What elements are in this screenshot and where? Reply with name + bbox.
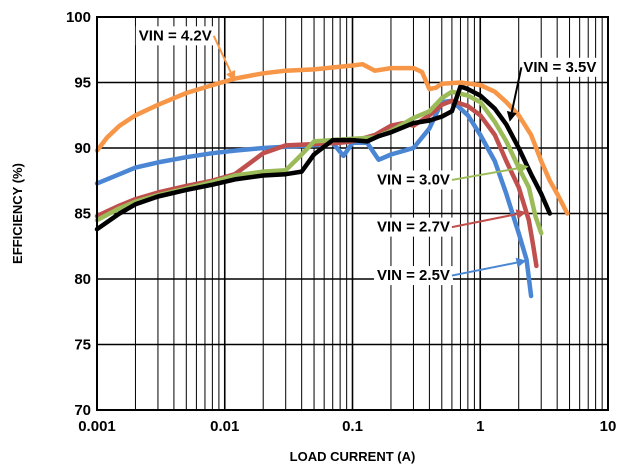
x-tick-label: 0.001 <box>78 418 116 435</box>
annotation-arrow-head <box>226 70 236 82</box>
y-tick-label: 90 <box>74 140 91 157</box>
series-lines <box>94 61 570 299</box>
annotation-arrow-line <box>451 261 517 277</box>
series-label: VIN = 2.7V <box>377 219 450 236</box>
annotation-arrow-line <box>510 67 523 113</box>
y-tick-label: 80 <box>74 271 91 288</box>
annotation-arrow-line <box>451 167 520 181</box>
x-tick-label: 10 <box>600 418 617 435</box>
series-annotation: VIN = 2.5V <box>373 257 527 286</box>
annotation-arrow-head <box>515 257 527 268</box>
series-label-background <box>373 170 453 190</box>
y-tick-label: 70 <box>74 402 91 419</box>
y-tick-label: 100 <box>66 9 91 26</box>
annotation-arrow-line <box>212 35 232 73</box>
series-label-background <box>520 57 600 77</box>
series-annotation: VIN = 2.7V <box>373 209 527 237</box>
series-label: VIN = 3.5V <box>523 59 596 76</box>
series-label: VIN = 2.5V <box>377 267 450 284</box>
grid <box>96 16 608 411</box>
series-line <box>94 98 539 269</box>
y-tick-label: 95 <box>74 75 91 92</box>
series-annotation: VIN = 4.2V <box>135 26 236 82</box>
y-axis-label: EFFICIENCY (%) <box>10 163 25 264</box>
series-label-background <box>373 217 453 237</box>
annotation-arrow-head <box>506 110 517 122</box>
series-label-background <box>135 26 215 46</box>
tick-labels: 0.001 0.01 0.1 1 10 70 75 80 85 90 95 100 <box>66 9 616 435</box>
x-tick-label: 0.01 <box>210 418 239 435</box>
series-line <box>94 84 553 232</box>
series-line <box>94 61 570 216</box>
series-label: VIN = 4.2V <box>139 27 212 44</box>
x-axis-label: LOAD CURRENT (A) <box>290 449 416 464</box>
annotation-arrow-head <box>518 163 529 174</box>
y-tick-label: 75 <box>74 337 91 354</box>
annotation-arrow-head <box>515 209 527 220</box>
series-annotation: VIN = 3.0V <box>373 163 529 190</box>
series-label-background <box>373 266 453 286</box>
series-annotation: VIN = 3.5V <box>506 57 600 122</box>
series-annotations: VIN = 2.5V VIN = 2.7V VIN = 3.0V VIN = 3.5V… <box>135 26 600 286</box>
y-tick-label: 85 <box>74 206 91 223</box>
plot-frame <box>96 16 609 411</box>
x-tick-label: 1 <box>476 418 484 435</box>
annotation-arrow-line <box>451 213 517 229</box>
series-label: VIN = 3.0V <box>377 171 450 188</box>
x-tick-label: 0.1 <box>342 418 363 435</box>
